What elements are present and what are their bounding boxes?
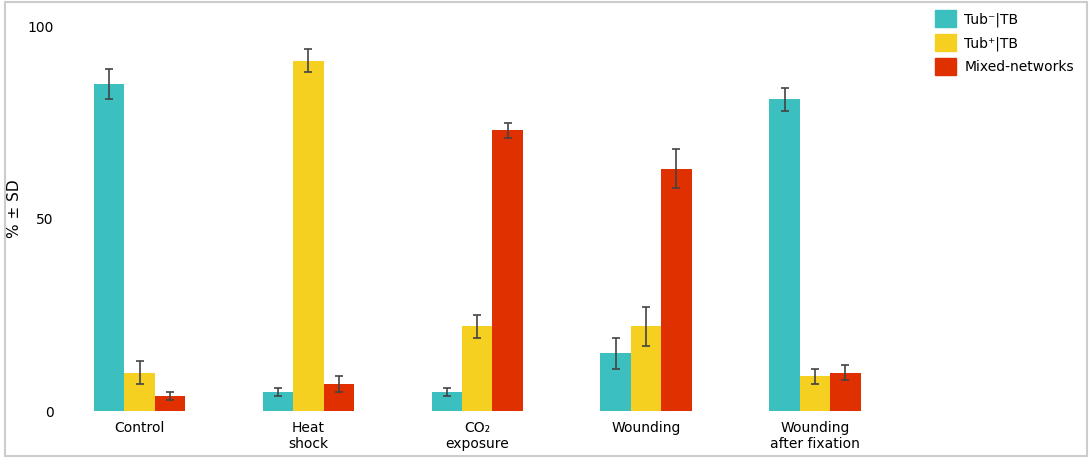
Bar [662,169,691,411]
Bar [601,354,631,411]
Bar [492,130,523,411]
Bar [631,327,662,411]
Bar [94,84,124,411]
Bar [799,376,830,411]
Bar [830,373,860,411]
Bar [155,396,186,411]
Bar [431,392,462,411]
Bar [124,373,155,411]
Y-axis label: % ± SD: % ± SD [7,180,22,239]
Legend: Tub⁻|TB, Tub⁺|TB, Mixed-networks: Tub⁻|TB, Tub⁺|TB, Mixed-networks [931,6,1078,79]
Bar [770,99,799,411]
Bar [294,61,323,411]
Bar [462,327,492,411]
Bar [323,384,354,411]
Bar [263,392,294,411]
